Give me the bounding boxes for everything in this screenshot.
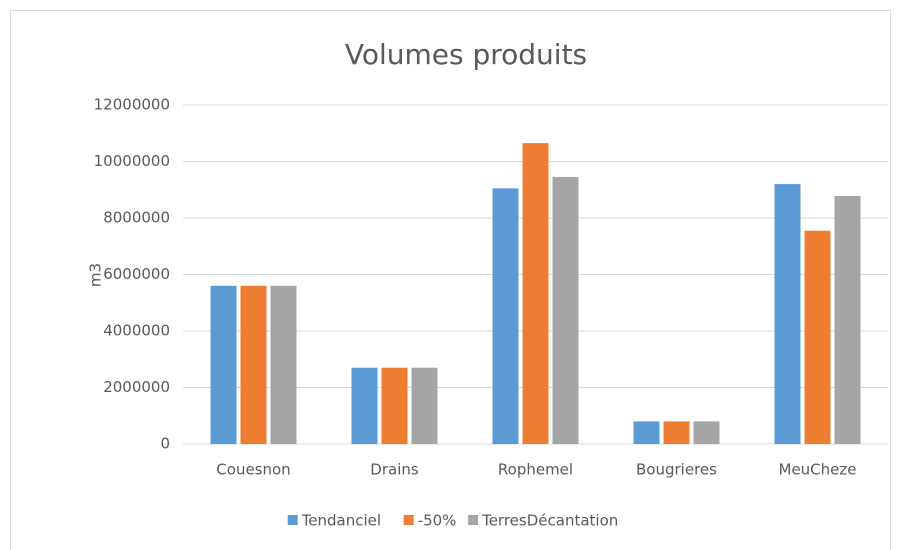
x-tick-label: Drains [370, 461, 419, 479]
x-tick-label: Couesnon [216, 461, 290, 479]
y-tick-label: 4000000 [103, 322, 170, 340]
y-tick-label: 0 [160, 435, 170, 453]
bar [411, 367, 438, 444]
legend-label: Tendanciel [301, 512, 381, 530]
chart-title: Volumes produits [345, 38, 587, 71]
y-tick-label: 2000000 [103, 378, 170, 396]
bar [381, 367, 408, 444]
legend-swatch [287, 515, 298, 525]
legend-swatch [403, 515, 414, 525]
bar [693, 421, 720, 444]
bar [240, 285, 267, 444]
bar [774, 184, 801, 444]
chart-border [10, 10, 891, 550]
y-tick-label: 6000000 [103, 265, 170, 283]
bar [351, 367, 378, 444]
y-tick-label: 10000000 [94, 152, 170, 170]
legend-label: TerresDécantation [481, 512, 618, 530]
bar [552, 177, 579, 444]
bar [804, 230, 831, 444]
bar [633, 421, 660, 444]
legend-label: -50% [418, 512, 457, 530]
x-tick-label: MeuCheze [779, 461, 857, 479]
x-tick-label: Rophemel [498, 461, 573, 479]
y-tick-label: 12000000 [94, 96, 170, 114]
bar [270, 285, 297, 444]
y-tick-label: 8000000 [103, 209, 170, 227]
bar [492, 188, 519, 444]
bar [210, 285, 237, 444]
x-tick-label: Bougrieres [636, 461, 717, 479]
bar [663, 421, 690, 444]
y-axis-label: m3 [87, 263, 105, 287]
bar [522, 143, 549, 444]
legend-swatch [468, 515, 479, 525]
bar [834, 195, 861, 444]
